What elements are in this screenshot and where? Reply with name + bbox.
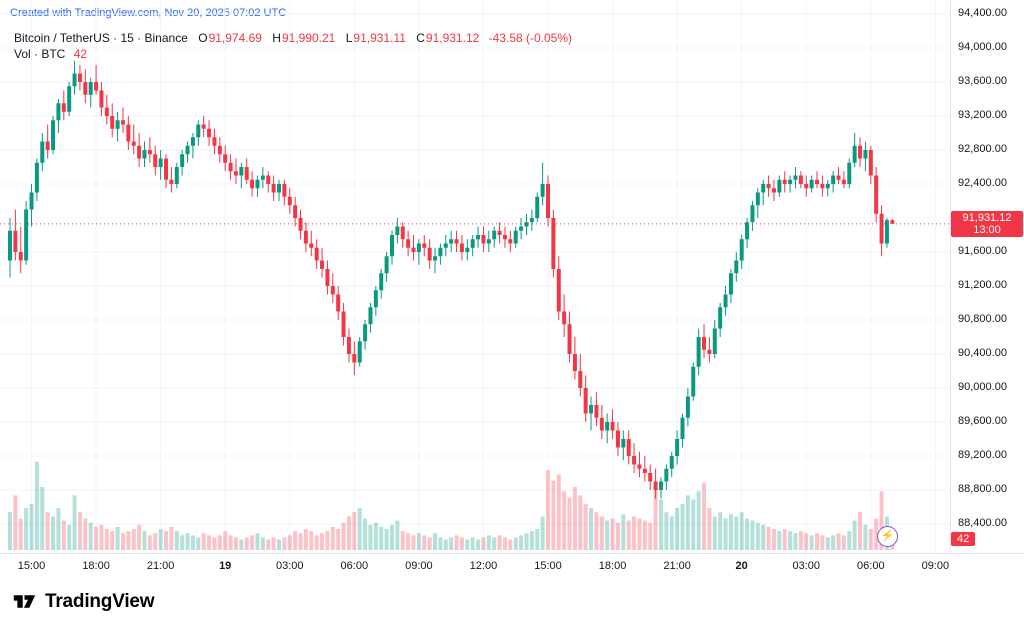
time-axis-label: 18:00 (598, 560, 627, 572)
price-axis-label: 93,600.00 (958, 75, 1007, 88)
price-axis-label: 91,200.00 (958, 278, 1007, 291)
time-axis-label: 06:00 (857, 560, 885, 572)
price-axis-label: 94,000.00 (958, 41, 1007, 54)
tradingview-logo-text: TradingView (45, 590, 155, 612)
volume-value: 42 (73, 47, 88, 61)
price-axis-label: 91,600.00 (958, 245, 1007, 257)
price-axis-label: 89,200.00 (958, 448, 1007, 461)
high-value: 91,990.21 (281, 31, 336, 45)
last-price-badge: 91,931.12 13:00 (951, 210, 1023, 237)
time-axis-label: 03:00 (275, 560, 304, 572)
price-axis-label: 93,200.00 (958, 109, 1007, 121)
symbol-title[interactable]: Bitcoin / TetherUS · 15 · Binance (14, 31, 188, 45)
price-axis-label: 94,400.00 (958, 7, 1007, 20)
price-axis-label: 90,000.00 (958, 380, 1007, 393)
open-label: O (198, 31, 208, 45)
lightning-icon: ⚡ (880, 530, 895, 542)
bar-countdown: 13:00 (973, 223, 1001, 236)
time-axis[interactable]: 15:00 18:00 21:00 19 03:00 06:00 09:00 12:00 15:… (0, 553, 1024, 582)
last-price-value: 91,931.12 (962, 211, 1012, 224)
lightning-button[interactable]: ⚡ (877, 526, 898, 547)
chart-legend: Bitcoin / TetherUS · 15 · Binance O91,97… (14, 31, 572, 45)
volume-legend: Vol · BTC 42 (14, 47, 87, 61)
time-axis-label: 19 (219, 560, 232, 572)
high-label: H (272, 31, 281, 45)
time-axis-label: 09:00 (405, 560, 433, 572)
time-axis-label: 12:00 (469, 560, 498, 572)
volume-label: Vol · BTC (14, 47, 66, 61)
price-axis-label: 90,800.00 (958, 312, 1007, 325)
time-axis-label: 21:00 (663, 560, 691, 572)
close-label: C (416, 31, 425, 45)
time-axis-label: 18:00 (82, 560, 110, 572)
time-axis-label: 06:00 (340, 560, 369, 572)
time-axis-label: 21:00 (146, 560, 175, 572)
price-axis-label: 92,400.00 (958, 177, 1007, 189)
price-axis[interactable]: 94,400.00 94,000.00 93,600.00 93,200.00 92,8… (950, 0, 1024, 553)
low-value: 91,931.11 (353, 31, 406, 45)
tradingview-logomark-icon (13, 595, 36, 608)
price-axis-label: 89,600.00 (958, 414, 1007, 427)
price-axis-label: 88,800.00 (958, 482, 1007, 495)
time-axis-label: 15:00 (534, 560, 562, 572)
time-axis-label: 03:00 (792, 560, 820, 572)
open-value: 91,974.69 (208, 31, 262, 45)
attribution-link[interactable]: Created with TradingView.com, Nov 20, 20… (10, 7, 287, 19)
price-axis-label: 90,400.00 (958, 346, 1007, 359)
tradingview-logo[interactable]: TradingView (12, 589, 155, 614)
price-axis-label: 88,400.00 (958, 516, 1007, 529)
chart-canvas[interactable] (0, 0, 950, 553)
price-axis-label: 92,800.00 (958, 143, 1007, 155)
volume-axis-badge: 42 (951, 532, 976, 546)
time-axis-label: 09:00 (921, 560, 950, 572)
time-axis-label: 20 (735, 560, 748, 572)
low-label: L (345, 31, 353, 45)
close-value: 91,931.12 (425, 31, 480, 45)
time-axis-label: 15:00 (17, 560, 46, 572)
change-value: -43.58 (-0.05%) (488, 31, 573, 45)
